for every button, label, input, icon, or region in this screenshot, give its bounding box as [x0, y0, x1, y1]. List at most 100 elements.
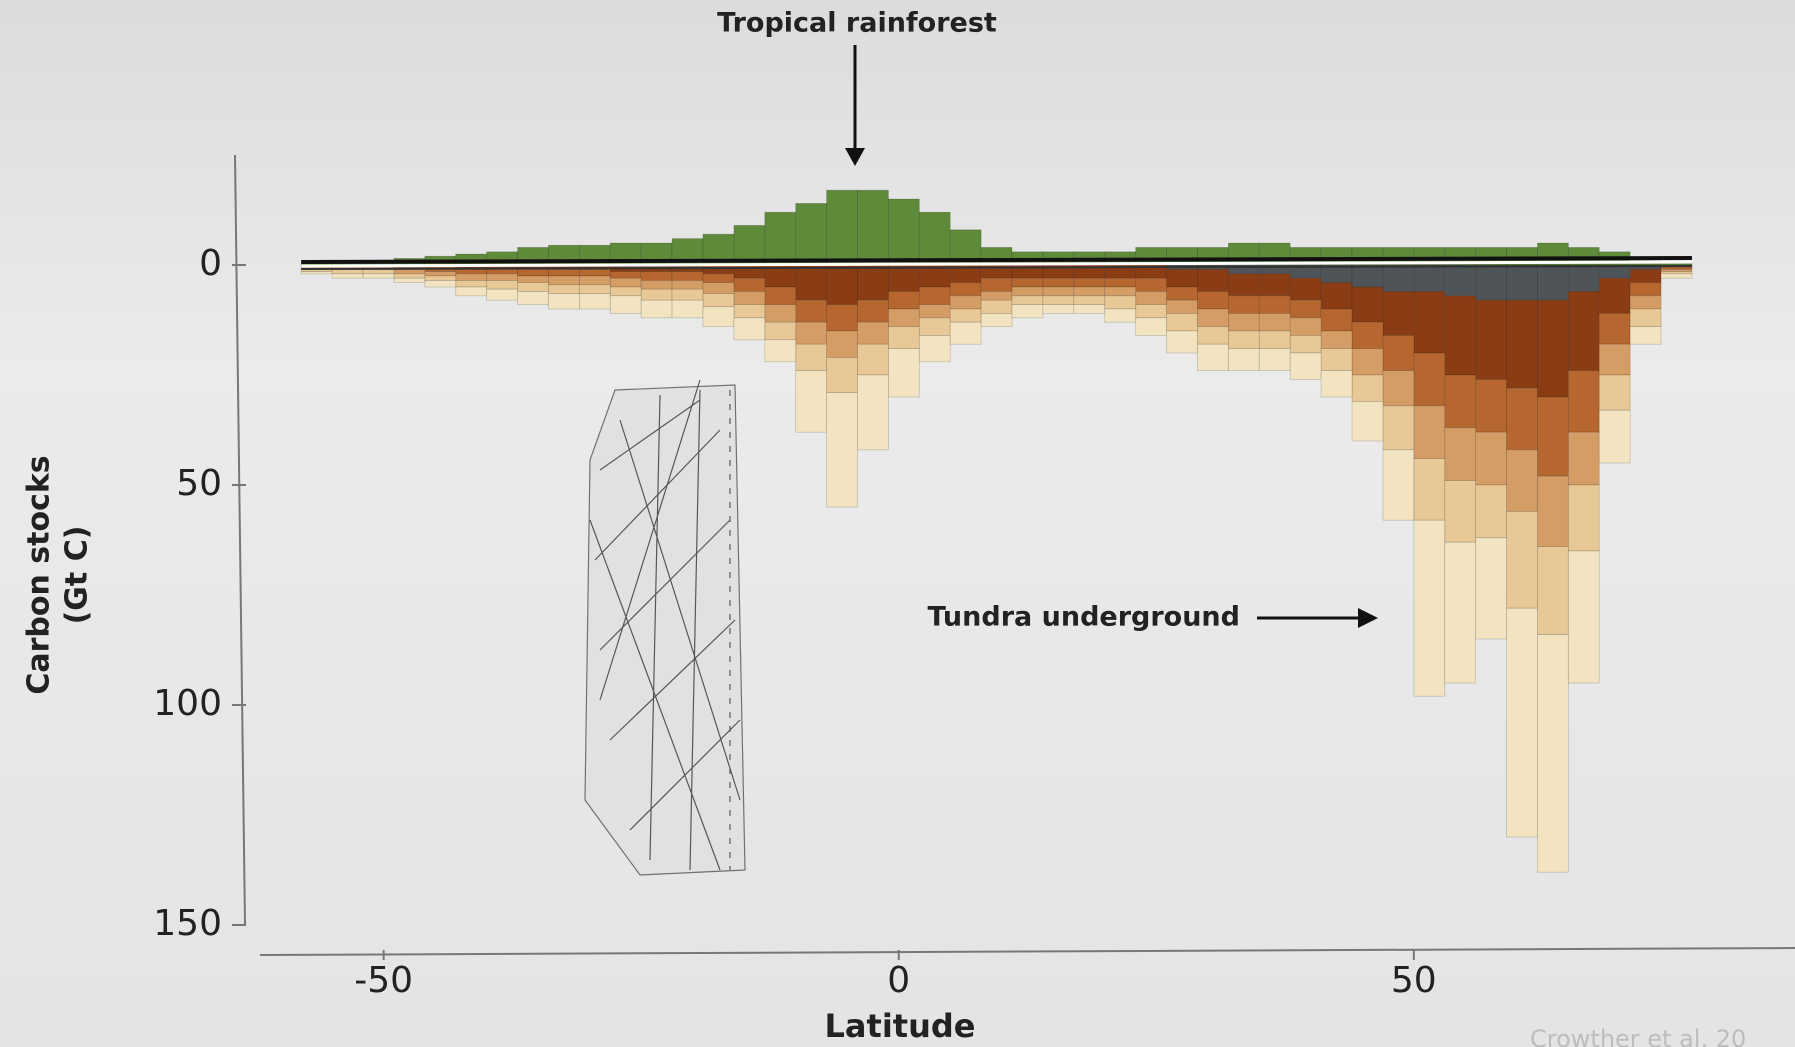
bar-segment: [1567, 550, 1600, 684]
bar-segment: [1011, 277, 1044, 288]
bar-segment: [795, 343, 828, 372]
bar-segment: [949, 282, 982, 297]
bar-segment: [1258, 348, 1291, 372]
bar-segment: [857, 374, 889, 451]
bar-segment: [1444, 427, 1477, 481]
bar-segment: [1475, 484, 1507, 539]
bar-segment: [578, 293, 611, 310]
bar-segment: [1227, 295, 1260, 314]
bar-segment: [1444, 480, 1477, 543]
bar-segment: [1382, 290, 1415, 336]
bar-segment: [1258, 295, 1291, 314]
bar-segment: [918, 211, 951, 266]
annotation: Tropical rainforest: [717, 8, 997, 39]
bar-segment: [578, 284, 611, 294]
bar-segment: [795, 264, 828, 301]
bar-segment: [1166, 286, 1198, 301]
bar-segment: [1351, 400, 1384, 442]
bar-segment: [1197, 290, 1229, 310]
bar-segment: [486, 288, 518, 301]
bar-segment: [795, 299, 828, 323]
bar-segment: [1537, 299, 1569, 398]
bar-segment: [733, 224, 766, 266]
bar-segment: [1166, 268, 1198, 288]
bar-segment: [764, 211, 797, 266]
bar-segment: [888, 308, 920, 328]
bar-segment: [517, 268, 549, 277]
bar-segment: [1629, 282, 1662, 297]
bar-segment: [1011, 286, 1044, 297]
bar-segment: [1413, 290, 1446, 354]
bar-segment: [980, 312, 1013, 327]
bar-segment: [1197, 268, 1229, 292]
bar-segment: [517, 275, 549, 283]
bar-segment: [733, 264, 766, 279]
bar-segment: [826, 264, 858, 305]
bar-segment: [1629, 268, 1662, 283]
bar-segment: [1598, 409, 1631, 464]
y-tick-label: 100: [153, 683, 222, 724]
bar-segment: [1629, 308, 1662, 328]
bar-segment: [1567, 484, 1600, 552]
zero-line: [301, 265, 1692, 270]
bar-segment: [1042, 295, 1075, 305]
bar-segment: [1475, 378, 1507, 433]
bar-segment: [1382, 449, 1415, 521]
y-axis-label-line: (Gt C): [60, 526, 95, 625]
bar-segment: [702, 282, 735, 295]
bar-segment: [857, 299, 889, 323]
bar-segment: [1506, 510, 1538, 609]
bar-segment: [1475, 431, 1507, 486]
x-tick-label: 0: [887, 960, 910, 1001]
bar-segment: [578, 268, 611, 277]
bar-segment: [548, 268, 580, 277]
bar-segment: [764, 286, 797, 306]
bar-segment: [1413, 458, 1446, 521]
bar-segment: [826, 330, 858, 358]
bar-segment: [1289, 277, 1322, 301]
bar-segment: [671, 299, 704, 319]
bar-segment: [1166, 330, 1198, 354]
bar-segment: [1258, 273, 1291, 297]
bar-segment: [393, 277, 426, 284]
bar-segment: [1104, 308, 1137, 323]
bar-segment: [1104, 277, 1137, 288]
sketch: [584, 379, 746, 876]
bar-segment: [548, 293, 580, 310]
bar-segment: [764, 321, 797, 341]
y-tick-label: 0: [199, 243, 222, 284]
bar-segment: [640, 271, 673, 281]
bar-segment: [1197, 343, 1229, 372]
bar-segment: [1444, 374, 1477, 429]
bar-segment: [424, 271, 457, 277]
bar-segment: [888, 290, 920, 310]
bar-segment: [857, 321, 889, 345]
bar-segment: [1135, 290, 1167, 305]
bar-segment: [609, 286, 642, 297]
bar-segment: [1320, 370, 1353, 398]
bar-segment: [1351, 264, 1384, 288]
bar-segment: [702, 293, 735, 308]
x-axis-label: Latitude: [825, 1007, 976, 1045]
bar-segment: [1104, 295, 1137, 310]
bar-segment: [362, 268, 395, 275]
bar-segment: [980, 290, 1013, 301]
bar-segment: [1351, 374, 1384, 402]
bar-segment: [949, 308, 982, 323]
bar-segment: [1104, 286, 1137, 297]
bar-segment: [1506, 387, 1538, 451]
bar-segment: [455, 279, 488, 288]
bar-segment: [1166, 299, 1198, 314]
bar-segment: [826, 356, 858, 393]
bar-segment: [1475, 299, 1507, 380]
y-tick-label: 50: [176, 463, 222, 504]
bar-segment: [795, 321, 828, 345]
bar-segment: [486, 273, 518, 281]
bar-segment: [1444, 264, 1477, 297]
bar-segment: [1073, 304, 1106, 314]
bar-segment: [1320, 308, 1353, 332]
bar-segment: [1598, 343, 1631, 376]
bar-segment: [1629, 326, 1662, 345]
bar-segment: [888, 326, 920, 350]
